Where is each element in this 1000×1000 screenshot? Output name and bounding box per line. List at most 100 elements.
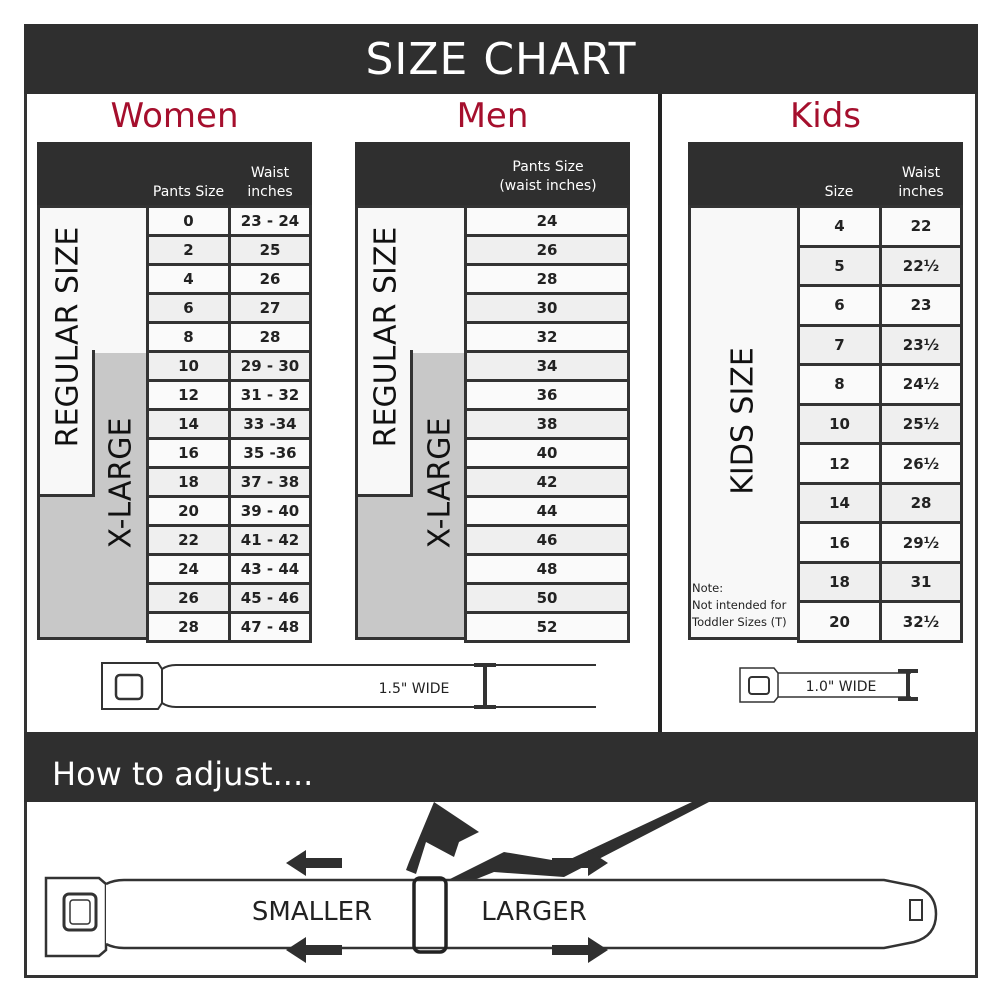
men-pants-size-cell: 50	[464, 582, 630, 614]
kids-belt-width-label: 1.0" WIDE	[806, 679, 877, 695]
women-belt-diagram: 1.5" WIDE	[101, 662, 596, 710]
men-pants-size-cell: 36	[464, 379, 630, 411]
men-pants-size-cell: 48	[464, 553, 630, 585]
men-pants-size-cell: 52	[464, 611, 630, 643]
hand-finger-icon	[444, 802, 709, 888]
kids-table-header: Size Waist inches	[688, 142, 963, 206]
women-table-header: Pants Size Waist inches	[37, 142, 312, 206]
women-waist-cell: 29 - 30	[228, 350, 312, 382]
adjuster-slider	[412, 876, 448, 954]
women-regular-region	[37, 205, 149, 353]
women-waist-cell: 23 - 24	[228, 205, 312, 237]
men-regular-size-label: REGULAR SIZE	[368, 226, 404, 448]
women-pants-size-cell: 8	[146, 321, 231, 353]
women-pants-size-cell: 20	[146, 495, 231, 527]
men-table-header: Pants Size (waist inches)	[355, 142, 630, 206]
kids-waist-cell: 23	[879, 284, 963, 327]
men-pants-size-cell: 44	[464, 495, 630, 527]
women-regular-size-label: REGULAR SIZE	[50, 226, 86, 448]
kids-header-size: Size	[824, 184, 854, 200]
women-pants-size-cell: 24	[146, 553, 231, 585]
kids-waist-cell: 31	[879, 560, 963, 604]
women-waist-cell: 25	[228, 234, 312, 266]
kids-size-cell: 10	[797, 402, 882, 446]
width-marker-icon	[898, 669, 918, 701]
women-waist-cell: 26	[228, 263, 312, 295]
women-waist-cell: 27	[228, 292, 312, 324]
women-pants-size-cell: 10	[146, 350, 231, 382]
kids-waist-cell: 24½	[879, 363, 963, 406]
women-pants-size-cell: 22	[146, 524, 231, 556]
adjust-diagram: SMALLER LARGER	[44, 802, 938, 963]
kids-title: Kids	[789, 96, 862, 136]
women-pants-size-cell: 0	[146, 205, 231, 237]
women-waist-cell: 45 - 46	[228, 582, 312, 614]
men-pants-size-cell: 40	[464, 437, 630, 469]
belt-strap	[105, 878, 938, 950]
kids-size-cell: 12	[797, 442, 882, 485]
kids-size-label: KIDS SIZE	[725, 347, 761, 495]
kids-size-cell: 18	[797, 560, 882, 604]
men-title: Men	[456, 96, 529, 136]
kids-size-cell: 8	[797, 363, 882, 406]
women-pants-size-cell: 6	[146, 292, 231, 324]
women-pants-size-cell: 26	[146, 582, 231, 614]
women-waist-cell: 37 - 38	[228, 466, 312, 498]
women-waist-cell: 33 -34	[228, 408, 312, 440]
women-waist-cell: 41 - 42	[228, 524, 312, 556]
women-waist-cell: 31 - 32	[228, 379, 312, 411]
kids-waist-cell: 28	[879, 481, 963, 525]
women-pants-size-cell: 2	[146, 234, 231, 266]
kids-waist-cell: 22½	[879, 244, 963, 288]
women-belt-width-label: 1.5" WIDE	[379, 681, 450, 697]
kids-size-cell: 5	[797, 244, 882, 288]
women-waist-cell: 39 - 40	[228, 495, 312, 527]
women-header-pants-size: Pants Size	[152, 184, 225, 200]
women-pants-size-cell: 12	[146, 379, 231, 411]
men-pants-size-cell: 30	[464, 292, 630, 324]
kids-size-cell: 4	[797, 205, 882, 248]
women-waist-cell: 47 - 48	[228, 611, 312, 643]
men-pants-size-cell: 42	[464, 466, 630, 498]
women-pants-size-cell: 18	[146, 466, 231, 498]
arrow-left-icon	[286, 937, 342, 963]
kids-note: Note: Not intended for Toddler Sizes (T)	[692, 581, 787, 629]
hand-icon	[406, 802, 479, 874]
arrow-right-icon	[552, 850, 608, 876]
kids-waist-cell: 23½	[879, 323, 963, 367]
kids-waist-cell: 32½	[879, 600, 963, 643]
men-header-pants-size: Pants Size (waist inches)	[499, 159, 597, 194]
kids-size-cell: 16	[797, 521, 882, 564]
kids-waist-cell: 26½	[879, 442, 963, 485]
men-pants-size-cell: 24	[464, 205, 630, 237]
kids-size-cell: 14	[797, 481, 882, 525]
kids-header-waist: Waist inches	[898, 165, 944, 200]
kids-waist-cell: 29½	[879, 521, 963, 564]
women-waist-cell: 43 - 44	[228, 553, 312, 585]
arrow-right-icon	[552, 937, 608, 963]
women-waist-cell: 28	[228, 321, 312, 353]
kids-belt-diagram: 1.0" WIDE	[739, 667, 918, 703]
kids-waist-cell: 25½	[879, 402, 963, 446]
section-divider	[658, 94, 662, 732]
men-regular-region-lower	[355, 350, 413, 497]
kids-size-cell: 20	[797, 600, 882, 643]
arrow-left-icon	[286, 850, 342, 876]
women-pants-size-cell: 16	[146, 437, 231, 469]
width-marker-icon	[474, 663, 496, 709]
men-pants-size-cell: 32	[464, 321, 630, 353]
women-pants-size-cell: 28	[146, 611, 231, 643]
kids-size-cell: 7	[797, 323, 882, 367]
women-header-waist: Waist inches	[247, 165, 293, 200]
men-pants-size-cell: 38	[464, 408, 630, 440]
women-pants-size-cell: 14	[146, 408, 231, 440]
adjust-title: How to adjust....	[24, 732, 978, 802]
women-regular-region-lower	[37, 350, 95, 497]
men-pants-size-cell: 26	[464, 234, 630, 266]
women-title: Women	[110, 96, 239, 136]
smaller-label: SMALLER	[252, 897, 372, 927]
kids-waist-cell: 22	[879, 205, 963, 248]
page-title: SIZE CHART	[24, 24, 978, 94]
kids-size-cell: 6	[797, 284, 882, 327]
women-xlarge-label: X-LARGE	[103, 417, 139, 549]
